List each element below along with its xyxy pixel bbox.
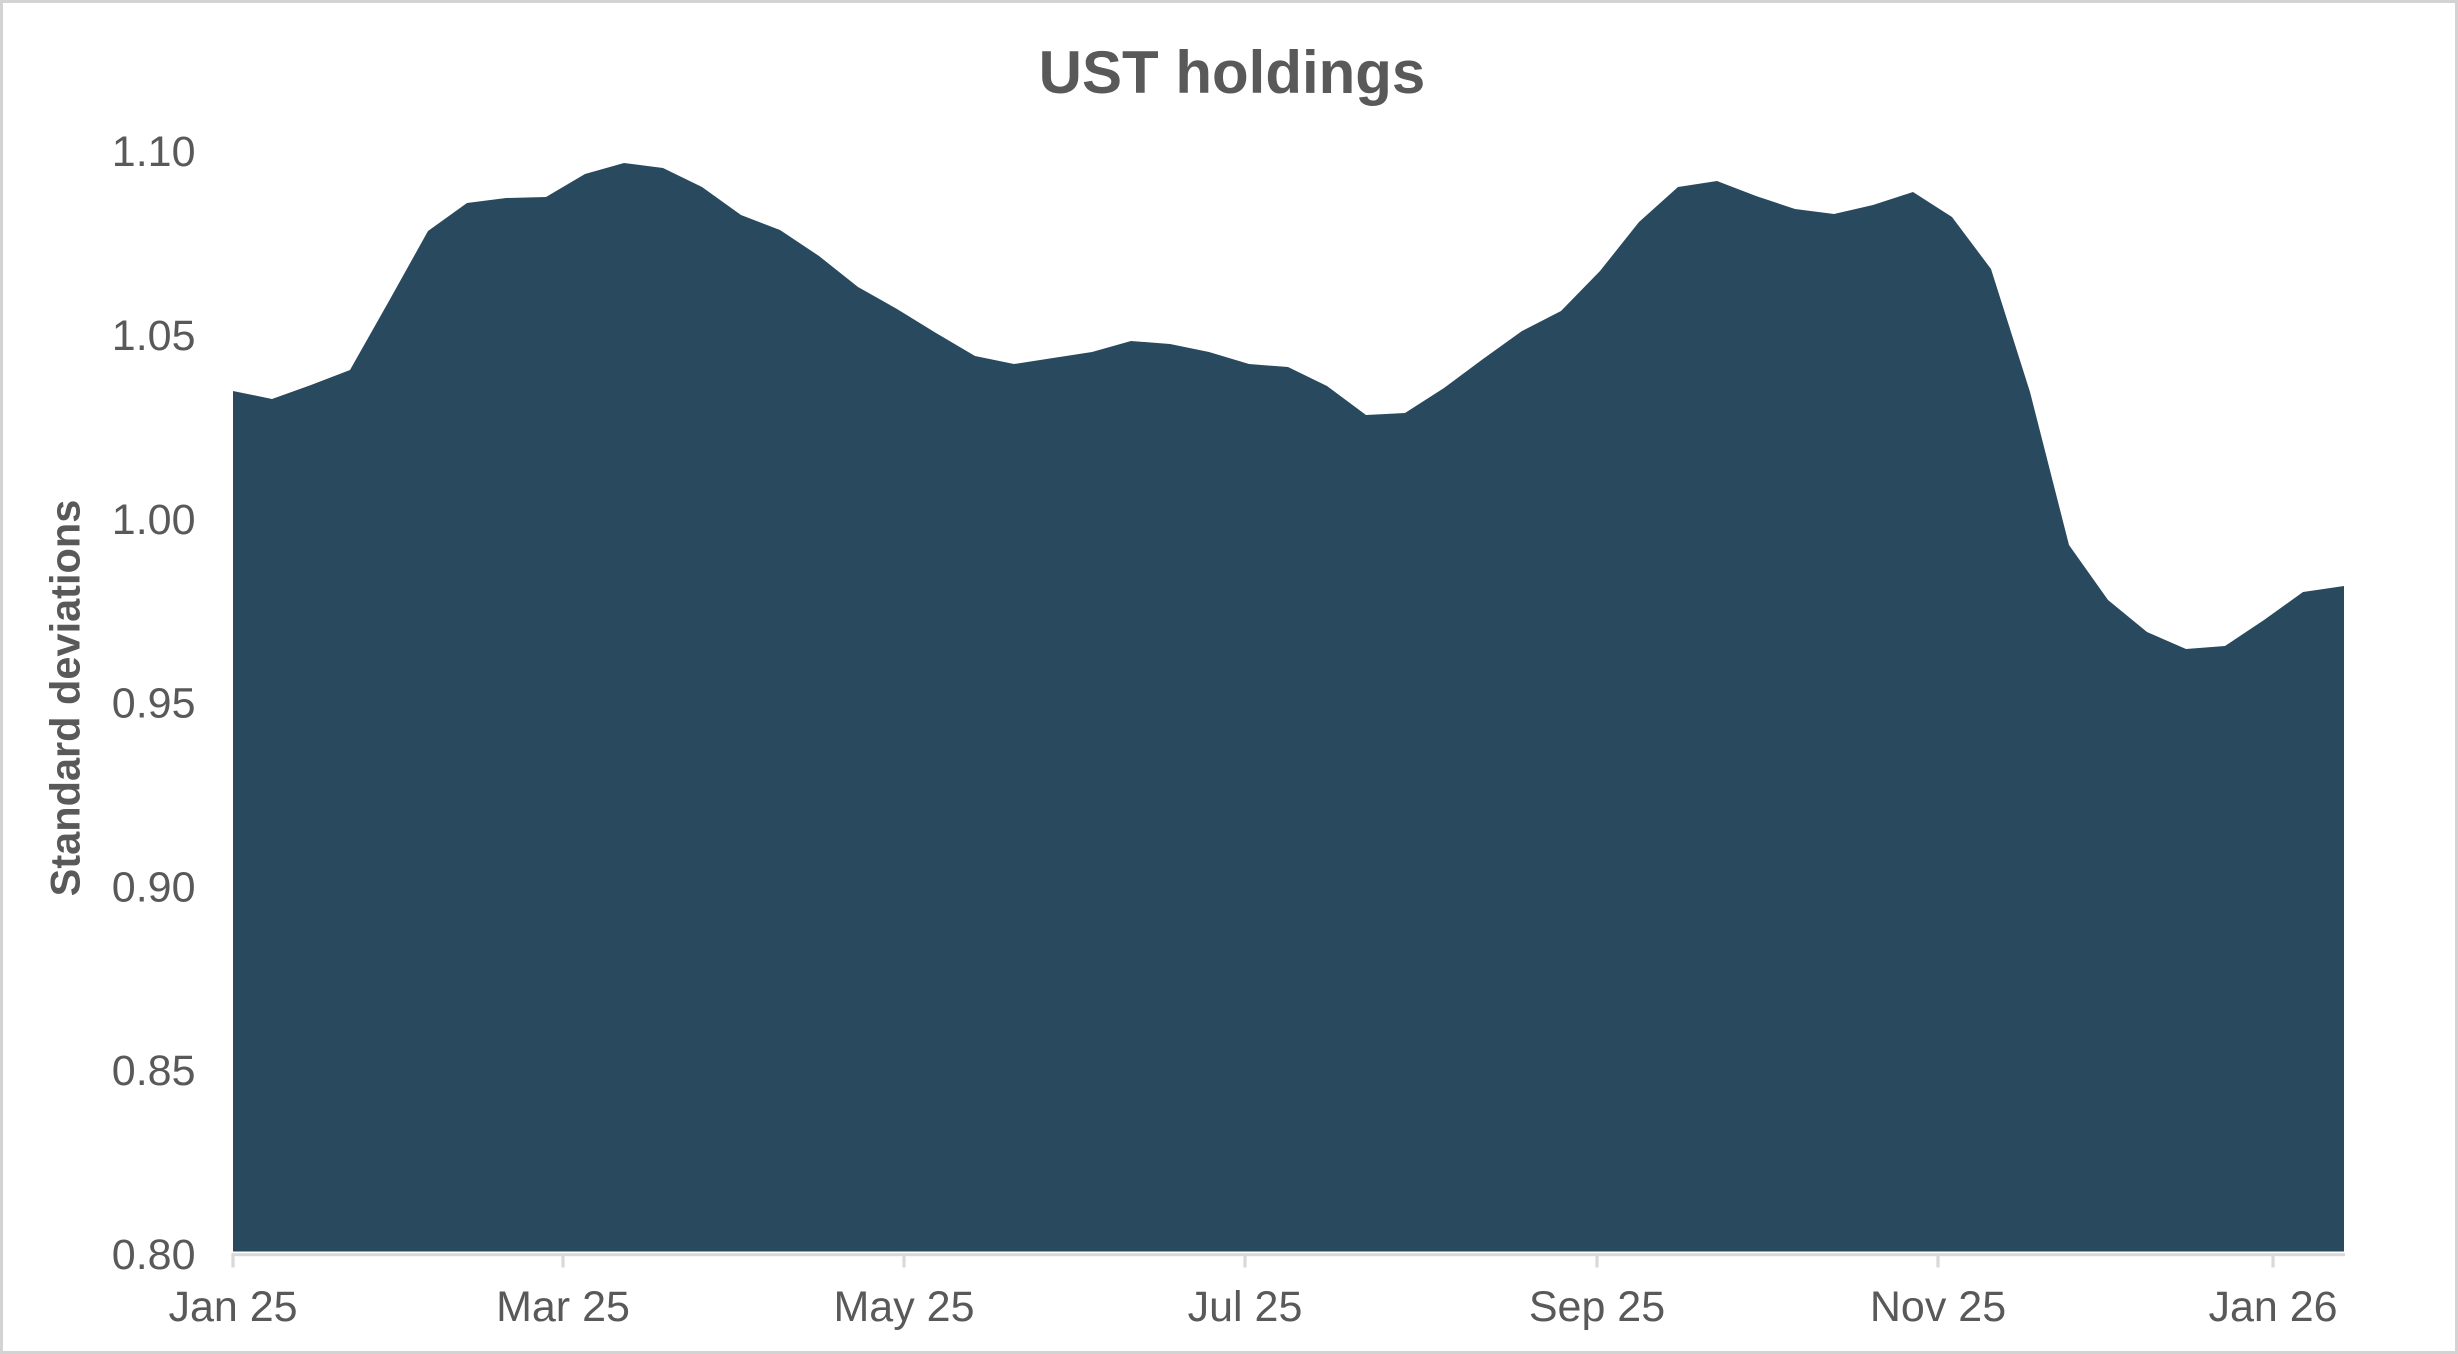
svg-text:1.00: 1.00	[112, 496, 196, 544]
svg-text:0.90: 0.90	[112, 863, 196, 911]
svg-text:0.85: 0.85	[112, 1047, 196, 1095]
svg-text:Sep 25: Sep 25	[1529, 1283, 1665, 1331]
svg-text:May 25: May 25	[833, 1283, 974, 1331]
svg-text:0.80: 0.80	[112, 1231, 196, 1279]
svg-text:Standard deviations: Standard deviations	[42, 500, 89, 897]
svg-text:1.10: 1.10	[112, 128, 196, 176]
svg-text:Jul 25: Jul 25	[1188, 1283, 1303, 1331]
svg-text:UST holdings: UST holdings	[1039, 39, 1426, 106]
svg-text:Jan 25: Jan 25	[168, 1283, 297, 1331]
svg-text:0.95: 0.95	[112, 680, 196, 728]
svg-text:1.05: 1.05	[112, 312, 196, 360]
svg-text:Mar 25: Mar 25	[496, 1283, 630, 1331]
svg-text:Nov 25: Nov 25	[1870, 1283, 2006, 1331]
svg-text:Jan 26: Jan 26	[2208, 1283, 2337, 1331]
